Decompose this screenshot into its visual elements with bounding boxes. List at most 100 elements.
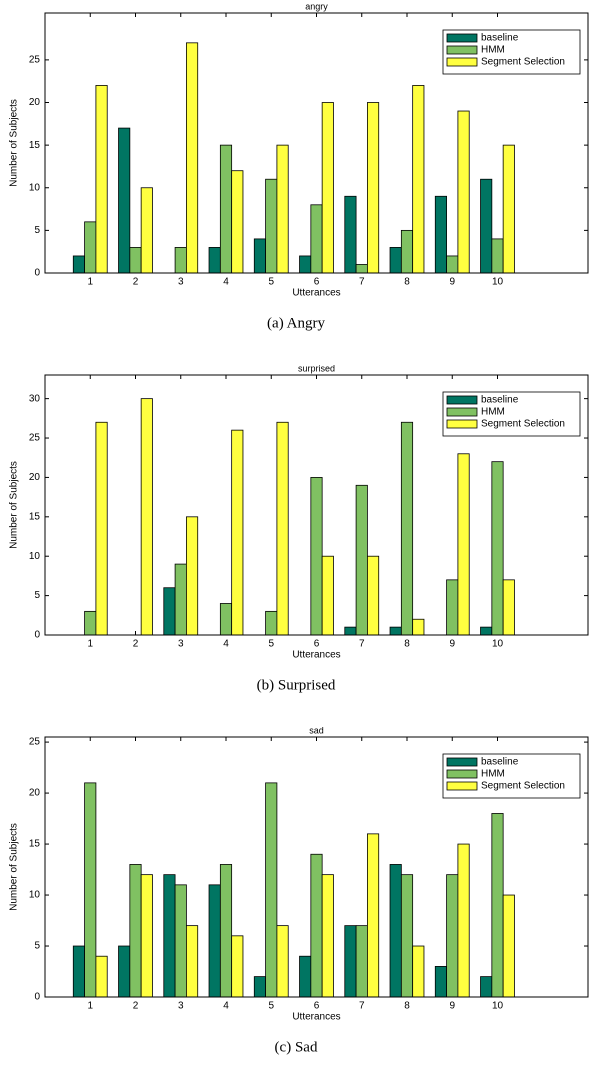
bar [434, 966, 447, 998]
y-tick-label: 15 [29, 140, 41, 151]
bar [208, 884, 221, 998]
bar [72, 945, 85, 998]
bar [118, 945, 131, 998]
bar [446, 874, 459, 998]
bar [446, 579, 459, 636]
y-tick-label: 15 [29, 839, 41, 850]
legend-label: Segment Selection [481, 419, 565, 430]
bar [457, 843, 470, 998]
bar [163, 874, 176, 998]
y-tick-label: 5 [34, 941, 40, 952]
bar [344, 925, 357, 998]
legend-swatch [446, 419, 478, 429]
y-tick-label: 25 [29, 433, 41, 444]
legend-label: HMM [481, 769, 505, 780]
bar [480, 976, 493, 998]
x-tick-label: 2 [133, 639, 139, 650]
axes-frame [44, 736, 589, 998]
legend-label: baseline [481, 395, 519, 406]
legend-swatch [446, 769, 478, 779]
bar [491, 813, 504, 998]
y-tick-label: 0 [34, 992, 40, 1003]
bar [129, 864, 142, 998]
bar [502, 144, 515, 274]
bar [84, 610, 97, 636]
bar [434, 195, 447, 274]
bar [344, 195, 357, 274]
x-tick-label: 5 [268, 1001, 274, 1012]
bar [163, 587, 176, 636]
bar [299, 955, 312, 998]
bar [367, 833, 380, 998]
bar [412, 85, 425, 274]
chart-title: angry [305, 1, 328, 11]
legend-label: HMM [481, 407, 505, 418]
legend-label: Segment Selection [481, 781, 565, 792]
x-tick-label: 7 [359, 639, 365, 650]
bar [186, 42, 199, 274]
bar [72, 255, 85, 274]
bar [389, 626, 402, 636]
x-tick-label: 6 [314, 1001, 320, 1012]
x-tick-label: 7 [359, 277, 365, 288]
bar [310, 477, 323, 636]
y-tick-label: 20 [29, 97, 41, 108]
caption: (b) Surprised [257, 677, 336, 693]
x-tick-label: 3 [178, 639, 184, 650]
x-tick-label: 5 [268, 277, 274, 288]
x-tick-label: 8 [404, 639, 410, 650]
bar [253, 238, 266, 274]
x-tick-label: 6 [314, 277, 320, 288]
bar [140, 874, 153, 998]
bar [412, 618, 425, 636]
bar [457, 453, 470, 636]
y-tick-label: 0 [34, 268, 40, 279]
bar [95, 955, 108, 998]
bar [344, 626, 357, 636]
legend-label: HMM [481, 45, 505, 56]
bar [265, 782, 278, 998]
y-tick-label: 15 [29, 511, 41, 522]
bar [389, 864, 402, 998]
bar [84, 221, 97, 274]
bar [174, 247, 187, 274]
x-tick-label: 4 [223, 277, 229, 288]
bar [276, 421, 289, 636]
bar [219, 864, 233, 998]
caption: (a) Angry [267, 315, 325, 331]
bar [84, 782, 97, 998]
caption: (c) Sad [275, 1039, 318, 1055]
x-axis-label: Utterances [292, 650, 340, 661]
y-tick-label: 20 [29, 788, 41, 799]
x-tick-label: 9 [449, 1001, 455, 1012]
bar [400, 229, 414, 274]
y-tick-label: 25 [29, 55, 41, 66]
legend-label: baseline [481, 33, 519, 44]
chart-title: sad [309, 725, 324, 735]
bar [480, 178, 493, 274]
bar [219, 144, 233, 274]
x-tick-label: 1 [87, 639, 93, 650]
bar [400, 874, 414, 998]
axes-frame [44, 12, 589, 274]
bar [253, 976, 266, 998]
bar [231, 170, 244, 274]
bar [321, 555, 334, 636]
bar [355, 484, 368, 636]
x-tick-label: 3 [178, 1001, 184, 1012]
y-tick-label: 5 [34, 225, 40, 236]
y-tick-label: 10 [29, 182, 41, 193]
bar [265, 178, 278, 274]
bar [310, 204, 323, 274]
y-axis-label: Number of Subjects [9, 823, 20, 911]
y-tick-label: 0 [34, 630, 40, 641]
y-tick-label: 5 [34, 590, 40, 601]
y-axis-label: Number of Subjects [9, 99, 20, 187]
x-axis-label: Utterances [292, 288, 340, 299]
x-tick-label: 9 [449, 277, 455, 288]
bar [321, 102, 334, 274]
legend-swatch [446, 57, 478, 67]
bar [412, 945, 425, 998]
legend-swatch [446, 781, 478, 791]
bar [231, 935, 244, 998]
